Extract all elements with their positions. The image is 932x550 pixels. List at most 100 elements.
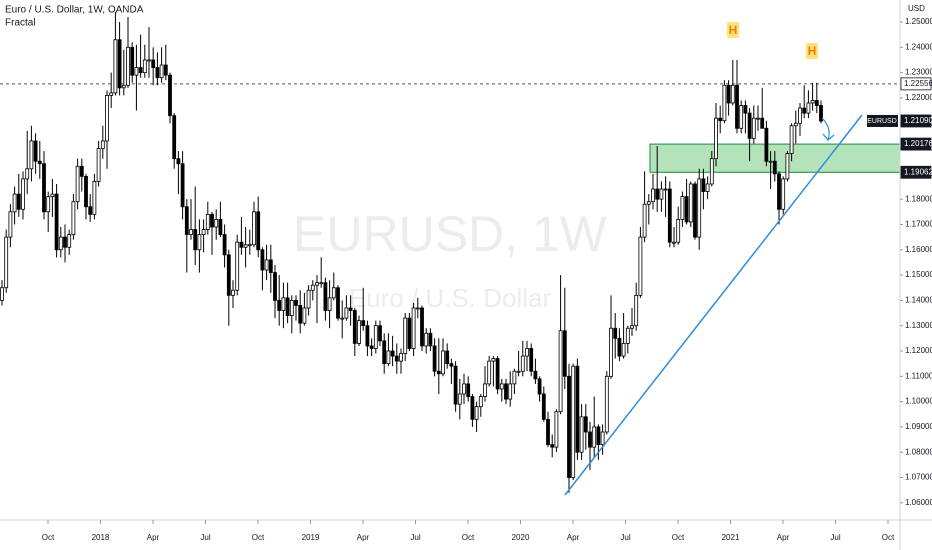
candle-body: [319, 282, 324, 285]
candle-body: [508, 383, 513, 400]
candle-body: [239, 241, 244, 248]
candle-body: [252, 211, 256, 246]
candle-body: [176, 158, 181, 165]
candle-body: [399, 353, 403, 362]
candle-body: [340, 317, 345, 320]
candle-body: [46, 196, 51, 213]
candle-body: [621, 343, 626, 357]
candle-body: [449, 363, 454, 367]
candle-body: [709, 158, 714, 185]
candle-body: [474, 406, 479, 420]
candle-body: [504, 383, 508, 400]
candle-body: [289, 299, 294, 316]
zone-high-label-box: [900, 137, 932, 151]
x-tick-label: 2018: [92, 533, 110, 542]
candle-body: [541, 393, 546, 420]
candle-body: [159, 64, 164, 79]
candle-body: [768, 160, 773, 163]
candle-body: [466, 383, 471, 397]
candle-body: [109, 92, 114, 96]
candle-body: [197, 234, 202, 251]
candle-body: [147, 59, 151, 62]
y-tick-label: 1.08000: [905, 447, 932, 456]
candle-body: [189, 229, 193, 235]
candle-body: [33, 140, 38, 162]
candle-body: [491, 358, 496, 362]
symbol-box: [867, 114, 898, 127]
candle-body: [16, 193, 21, 210]
candle-body: [428, 332, 433, 347]
candle-body: [260, 249, 265, 271]
annotation: H: [808, 44, 817, 58]
candle-body: [336, 287, 340, 319]
x-tick-label: Apr: [567, 533, 580, 542]
candle-body: [726, 84, 731, 104]
candle-body: [638, 236, 643, 296]
y-tick-label: 1.12000: [905, 346, 932, 355]
candle-body: [369, 345, 374, 349]
candle-body: [793, 122, 798, 127]
watermark-subtitle: Euro / U.S. Dollar: [349, 283, 552, 313]
candle-body: [705, 183, 710, 192]
candle-body: [420, 307, 424, 347]
y-tick-label: 1.18000: [905, 194, 932, 203]
candle-body: [730, 84, 735, 104]
candle-body: [142, 59, 147, 74]
indicator-name: Fractal: [5, 18, 36, 29]
candle-body: [373, 325, 378, 349]
x-tick-label: Oct: [42, 533, 55, 542]
candle-body: [722, 84, 727, 122]
candle-body: [256, 211, 261, 251]
candle-body: [407, 317, 412, 349]
candle-body: [659, 188, 664, 200]
candle-body: [625, 327, 630, 344]
candle-body: [8, 211, 13, 238]
candle-body: [512, 370, 517, 385]
symbol-label: EURUSD: [867, 118, 897, 125]
candle-body: [63, 236, 67, 248]
candle-body: [432, 345, 437, 372]
candle-body: [747, 112, 752, 139]
candle-body: [558, 330, 563, 413]
candle-body: [168, 74, 172, 117]
candle-body: [277, 299, 282, 311]
candle-body: [609, 327, 613, 377]
candle-body: [214, 219, 219, 228]
candle-body: [201, 229, 206, 235]
candle-body: [819, 105, 823, 122]
candle-body: [348, 307, 353, 311]
candle-body: [806, 102, 811, 114]
candle-body: [550, 444, 555, 448]
candle-body: [533, 370, 538, 380]
x-tick-label: Oct: [672, 533, 685, 542]
candle-body: [134, 67, 139, 76]
candle-body: [592, 426, 597, 448]
candle-body: [772, 160, 777, 175]
candle-body: [323, 282, 328, 311]
candle-body: [75, 165, 80, 203]
candle-body: [495, 358, 500, 390]
candle-body: [243, 244, 248, 248]
zone-low-label: 1.19062: [904, 167, 932, 176]
candle-body: [285, 297, 290, 316]
candle-body: [634, 294, 639, 327]
y-tick-label: 1.17000: [905, 220, 932, 229]
candle-body: [546, 418, 550, 446]
candle-body: [79, 165, 84, 177]
y-tick-label: 1.15000: [905, 270, 932, 279]
candle-body: [617, 337, 622, 357]
candle-body: [386, 350, 391, 365]
candle-body: [138, 67, 143, 74]
candle-body: [155, 67, 160, 79]
candle-body: [596, 426, 601, 446]
candle-body: [663, 188, 668, 191]
x-tick-label: Oct: [462, 533, 475, 542]
candle-body: [0, 287, 4, 301]
candle-body: [172, 115, 177, 160]
candle-body: [697, 178, 702, 238]
candle-body: [12, 193, 17, 213]
candle-body: [802, 107, 807, 114]
candle-body: [676, 219, 681, 243]
zone-high-label: 1.20176: [904, 139, 932, 148]
